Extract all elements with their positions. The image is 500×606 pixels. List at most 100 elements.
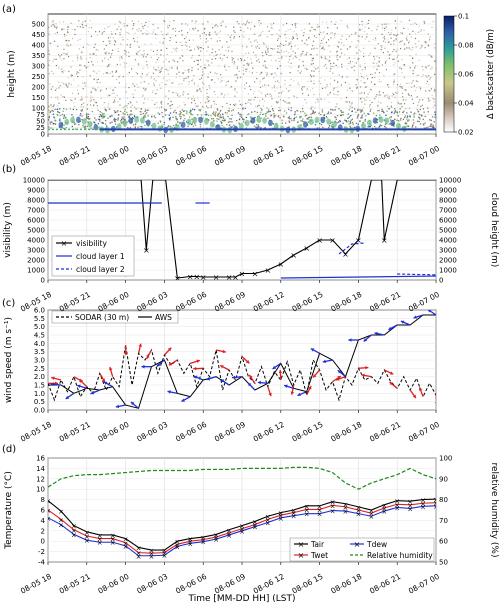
backscatter-cell xyxy=(395,39,397,41)
backscatter-cell xyxy=(128,115,131,117)
backscatter-cell xyxy=(394,111,396,113)
backscatter-cell xyxy=(136,73,139,75)
backscatter-cell xyxy=(209,71,212,73)
backscatter-cell xyxy=(72,108,75,111)
backscatter-cell xyxy=(304,98,306,101)
aws-wind-arrow xyxy=(156,363,161,367)
backscatter-cell xyxy=(93,53,95,55)
backscatter-cell xyxy=(101,33,103,35)
backscatter-cell xyxy=(197,46,199,48)
backscatter-cell xyxy=(55,64,58,67)
backscatter-cell xyxy=(314,111,317,113)
tair-marker: × xyxy=(394,498,400,506)
backscatter-cell xyxy=(63,108,65,110)
backscatter-cell xyxy=(224,64,226,66)
backscatter-cell xyxy=(138,64,140,66)
backscatter-cell xyxy=(52,60,54,62)
backscatter-cell xyxy=(212,27,214,29)
backscatter-cell xyxy=(89,53,91,55)
backscatter-cell xyxy=(416,96,418,98)
backscatter-cell xyxy=(434,60,436,62)
backscatter-cell xyxy=(85,25,87,27)
backscatter-cell xyxy=(156,53,158,55)
backscatter-cell xyxy=(319,82,322,85)
backscatter-cell xyxy=(428,54,430,56)
backscatter-cell xyxy=(393,43,395,45)
backscatter-cell xyxy=(399,108,401,110)
backscatter-cell xyxy=(410,95,413,97)
backscatter-cell xyxy=(375,114,378,117)
backscatter-cell xyxy=(340,111,343,113)
tair-marker: × xyxy=(252,518,258,526)
backscatter-cell xyxy=(94,117,96,119)
backscatter-cell xyxy=(60,68,62,70)
backscatter-cell xyxy=(155,37,157,39)
backscatter-cell xyxy=(392,58,394,60)
backscatter-cell xyxy=(335,106,337,108)
backscatter-cell xyxy=(87,116,90,118)
backscatter-cell xyxy=(49,110,52,113)
backscatter-cell xyxy=(219,116,221,119)
backscatter-cell xyxy=(432,20,434,23)
backscatter-cell xyxy=(70,44,72,46)
backscatter-cell xyxy=(228,107,230,110)
backscatter-cell xyxy=(77,57,79,59)
backscatter-cell xyxy=(171,67,173,69)
backscatter-cell xyxy=(361,116,363,118)
backscatter-cell xyxy=(216,120,218,122)
backscatter-cell xyxy=(86,113,88,116)
backscatter-cell xyxy=(81,52,83,54)
colorbar-tick-label: 0.02 xyxy=(458,129,474,137)
sodar-wind-arrow xyxy=(389,381,393,386)
backscatter-cell xyxy=(204,101,206,103)
backscatter-cell xyxy=(271,105,273,107)
y-tick-label: 0.0 xyxy=(34,407,45,415)
backscatter-cell xyxy=(381,23,383,25)
backscatter-cell xyxy=(270,95,272,98)
backscatter-cell xyxy=(78,123,80,126)
backscatter-cell xyxy=(390,116,392,118)
backscatter-cell xyxy=(153,82,155,84)
backscatter-cell xyxy=(74,128,76,130)
backscatter-cell xyxy=(163,123,165,126)
backscatter-cell xyxy=(348,46,351,49)
twet-marker: × xyxy=(433,500,439,508)
backscatter-cell xyxy=(293,80,295,82)
backscatter-cell xyxy=(85,112,88,115)
sodar-wind-arrow xyxy=(336,377,340,381)
backscatter-cell xyxy=(146,112,148,114)
backscatter-cell xyxy=(145,56,147,58)
backscatter-cell xyxy=(117,48,119,50)
panel-c-ylabel: wind speed (m s⁻¹) xyxy=(4,317,14,403)
backscatter-cell xyxy=(141,77,143,79)
backscatter-cell xyxy=(48,26,50,28)
backscatter-cell xyxy=(216,114,219,117)
twet-marker: × xyxy=(58,516,64,524)
backscatter-cell xyxy=(417,31,420,33)
backscatter-cell xyxy=(90,127,93,129)
backscatter-cell xyxy=(272,110,274,112)
backscatter-cell xyxy=(400,32,402,34)
backscatter-cell xyxy=(63,28,65,30)
backscatter-cell xyxy=(211,58,213,60)
backscatter-cell xyxy=(376,26,378,28)
backscatter-cell xyxy=(240,29,242,31)
backscatter-cell xyxy=(407,93,409,95)
backscatter-cell xyxy=(63,58,65,60)
twet-marker: × xyxy=(278,512,284,520)
backscatter-cell xyxy=(359,28,361,30)
backscatter-cell xyxy=(271,108,274,110)
y-tick-label: 9000 xyxy=(27,187,45,195)
sodar-wind-arrow xyxy=(222,349,226,354)
backscatter-cell xyxy=(94,88,96,90)
backscatter-cell xyxy=(384,41,387,43)
backscatter-cell xyxy=(404,48,406,50)
backscatter-cell xyxy=(52,72,54,75)
visibility-marker: × xyxy=(355,236,362,245)
backscatter-cell xyxy=(166,47,168,49)
backscatter-cell xyxy=(48,53,50,55)
backscatter-cell xyxy=(354,33,356,35)
backscatter-cell xyxy=(333,87,335,89)
backscatter-cell xyxy=(316,24,319,26)
